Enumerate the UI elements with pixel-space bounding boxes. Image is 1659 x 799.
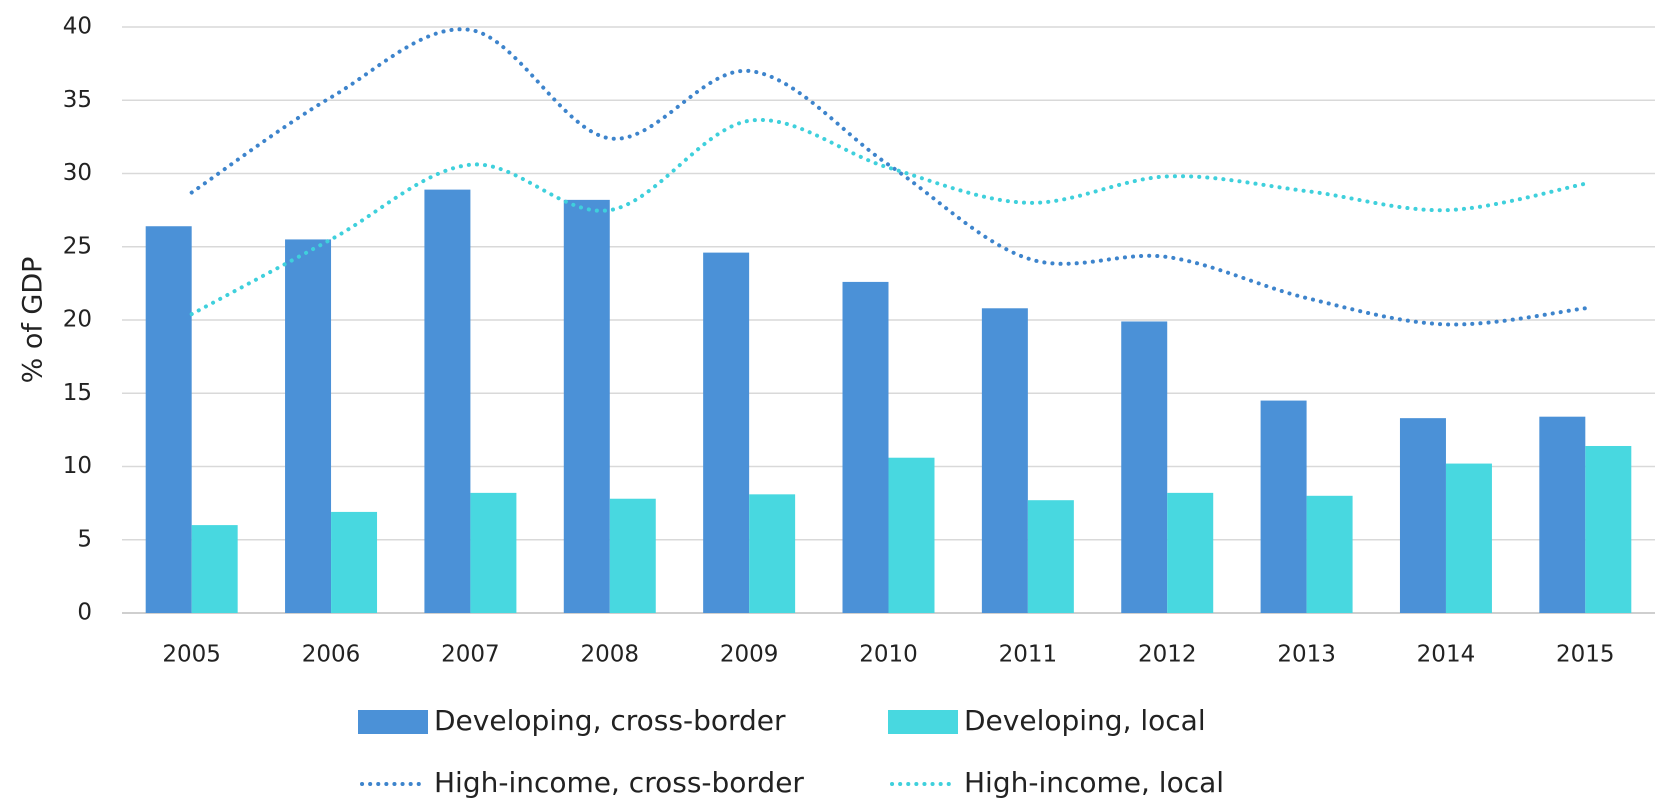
legend-label: High-income, cross-border [434,766,804,799]
y-tick-label: 15 [63,380,92,406]
bar [1539,416,1586,613]
bar [1260,400,1307,613]
y-tick-label: 20 [63,307,92,333]
bar [1121,321,1168,613]
bar [749,494,796,613]
legend-swatch [888,710,958,734]
bar [331,511,378,613]
x-tick-label: 2015 [1556,642,1615,668]
x-tick-label: 2008 [580,642,639,668]
y-tick-label: 35 [63,87,92,113]
x-tick-label: 2005 [162,642,221,668]
legend-swatch [358,710,428,734]
x-tick-label: 2014 [1417,642,1476,668]
y-tick-label: 0 [77,600,92,626]
line [189,27,1588,327]
y-tick-label: 25 [63,233,92,259]
bar [1306,495,1353,613]
bar [1167,492,1214,613]
legend-label: Developing, local [964,704,1206,737]
bar [191,525,238,613]
x-tick-label: 2010 [859,642,918,668]
bar [703,252,750,614]
y-tick-label: 30 [63,160,92,186]
bar [145,226,192,614]
x-tick-label: 2007 [441,642,500,668]
bar [1445,463,1492,613]
x-tick-label: 2009 [720,642,779,668]
x-tick-label: 2006 [302,642,361,668]
y-axis-label: % of GDP [18,257,49,384]
bar [1027,500,1074,613]
x-tick-label: 2013 [1277,642,1336,668]
bar [1585,445,1632,613]
y-tick-label: 5 [77,526,92,552]
bar [563,199,610,613]
bar [609,498,656,613]
line [189,117,1588,317]
x-tick-label: 2011 [999,642,1058,668]
bar [981,308,1028,613]
x-tick-label: 2012 [1138,642,1197,668]
bar [1399,418,1446,613]
legend-label: Developing, cross-border [434,704,786,737]
bar [470,492,517,613]
bar [842,281,889,613]
bar [285,239,332,614]
legend-label: High-income, local [964,766,1224,799]
bar [424,189,471,614]
y-tick-label: 10 [63,453,92,479]
bar [888,457,935,613]
y-tick-label: 40 [63,14,92,40]
